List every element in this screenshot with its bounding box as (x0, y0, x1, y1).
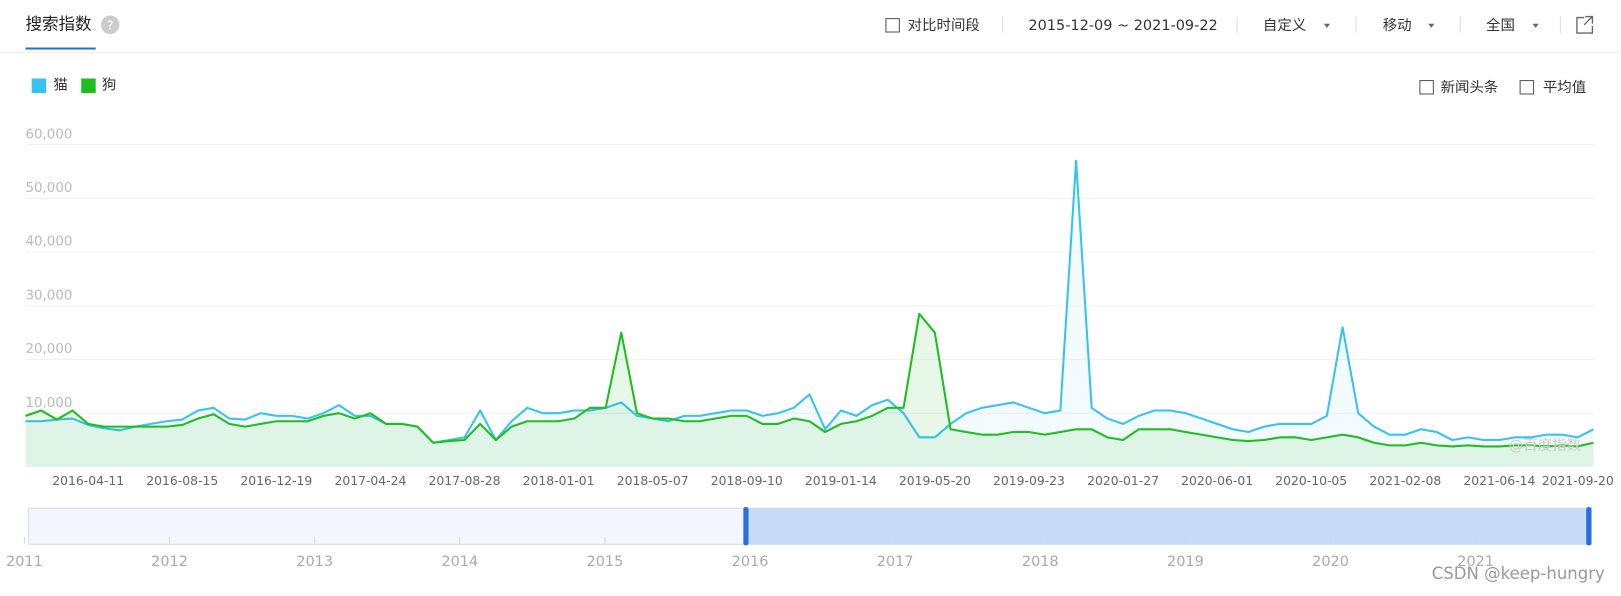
legend-label[interactable]: 猫 (53, 77, 67, 94)
navigator-handle[interactable] (1586, 507, 1592, 546)
x-tick-label: 2018-09-10 (711, 473, 783, 488)
y-tick-label: 30,000 (25, 288, 72, 303)
date-range[interactable]: 2015-12-09 ~ 2021-09-22 (1028, 18, 1217, 34)
x-tick-label: 2017-04-24 (334, 473, 406, 488)
navigator-year: 2016 (732, 554, 769, 570)
x-tick-label: 2020-01-27 (1087, 473, 1159, 488)
plot: 10,000 20,000 30,000 40,000 50,000 60,000 2016… (25, 127, 1614, 488)
watermark: CSDN @keep-hungry (1432, 564, 1605, 583)
y-tick-label: 50,000 (25, 181, 72, 196)
navigator-year: 2017 (877, 554, 914, 570)
checkbox[interactable] (1419, 80, 1434, 95)
x-tick-label: 2016-08-15 (146, 473, 218, 488)
dropdown-arrow (1323, 23, 1331, 28)
navigator-year: 2020 (1312, 554, 1349, 570)
help-icon[interactable] (100, 15, 120, 35)
legend-swatch (31, 78, 47, 93)
x-tick-label: 2018-05-07 (617, 473, 689, 488)
legend-swatch (81, 78, 96, 93)
series-area (25, 313, 1594, 467)
x-tick-label: 2020-06-01 (1181, 473, 1253, 488)
navigator-year: 2018 (1022, 554, 1059, 570)
news-label: 新闻头条 (1441, 79, 1499, 96)
dropdown-arrow (1532, 23, 1539, 28)
y-tick-label: 40,000 (25, 235, 72, 250)
navigator-year: 2014 (441, 554, 478, 570)
average-label: 平均值 (1543, 79, 1586, 96)
navigator-year: 2012 (151, 554, 188, 570)
compare-label: 对比时间段 (908, 17, 980, 34)
x-tick-label: 2019-09-23 (993, 473, 1065, 488)
y-tick-label: 20,000 (25, 342, 72, 357)
device-select[interactable]: 移动 (1383, 17, 1412, 34)
x-tick-label: 2016-04-11 (52, 473, 124, 488)
x-tick-label: 2016-12-19 (240, 473, 312, 488)
series-line (25, 312, 1594, 448)
y-tick-label: 60,000 (25, 127, 72, 142)
tab-underline (25, 47, 96, 50)
navigator-selection[interactable] (746, 508, 1589, 545)
x-tick-label: 2021-09-20 (1542, 473, 1614, 488)
checkbox[interactable] (1519, 80, 1535, 95)
x-tick-label: 2021-06-14 (1463, 473, 1535, 488)
x-tick-label: 2020-10-05 (1275, 473, 1347, 488)
navigator-year: 2019 (1167, 554, 1204, 570)
x-tick-label: 2018-01-01 (523, 473, 595, 488)
region-select[interactable]: 全国 (1486, 16, 1515, 34)
series-line (25, 159, 1594, 444)
navigator-handle[interactable] (743, 507, 749, 546)
x-tick-label: 2021-02-08 (1369, 473, 1441, 488)
navigator-year: 2021 (1457, 554, 1494, 570)
navigator-year: 2015 (587, 554, 624, 570)
help-mark: ? (107, 17, 114, 32)
custom-select[interactable]: 自定义 (1263, 17, 1306, 34)
navigator-year: 2011 (6, 554, 43, 570)
x-tick-label: 2017-08-28 (429, 473, 501, 488)
dropdown-arrow (1428, 23, 1435, 28)
series-area (25, 160, 1594, 467)
checkbox[interactable] (885, 18, 900, 33)
x-tick-label: 2019-01-14 (805, 473, 877, 488)
x-tick-label: 2019-05-20 (899, 473, 971, 488)
export-icon[interactable] (1576, 15, 1594, 34)
navigator-axis: 2011 2012 2013 2014 2015 2016 2017 2018 2019 2020… (6, 537, 1494, 570)
navigator-year: 2013 (296, 554, 333, 570)
title: 搜索指数 (25, 14, 92, 33)
y-tick-label: 10,000 (25, 396, 72, 411)
watermark: @百度指数 (1509, 437, 1582, 454)
legend-label[interactable]: 狗 (102, 77, 116, 94)
